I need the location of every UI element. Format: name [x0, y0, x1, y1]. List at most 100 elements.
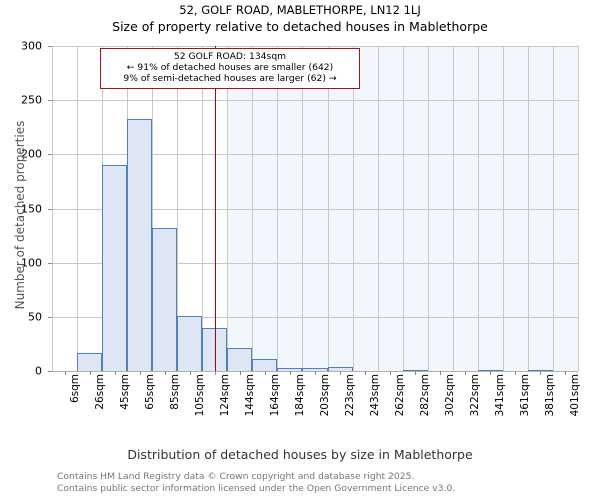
x-axis-tick [515, 371, 517, 375]
plot-area [52, 46, 579, 372]
y-axis-tick-label: 150 [21, 202, 42, 215]
y-axis-labels: 0 50 100 150 200 250 300 [0, 40, 46, 378]
gridline-vertical [252, 46, 254, 371]
gridline-vertical [352, 46, 354, 371]
y-axis-tick [48, 262, 52, 264]
gridline-vertical [202, 46, 204, 371]
x-axis-tick-label: 341sqm [494, 374, 507, 417]
x-axis-tick-label: 401sqm [569, 374, 582, 417]
x-axis-tick-label: 184sqm [293, 374, 306, 417]
x-axis-title: Distribution of detached houses by size … [127, 447, 473, 462]
gridline-vertical [502, 46, 504, 371]
gridline-vertical [227, 46, 229, 371]
y-axis-tick-label: 200 [21, 147, 42, 161]
histogram-bar [102, 165, 128, 371]
gridline-vertical [327, 46, 329, 371]
x-axis-tick [214, 371, 216, 375]
gridline-horizontal [52, 154, 578, 156]
annotation-line-2: ← 91% of detached houses are smaller (64… [126, 62, 334, 74]
x-axis-tick-label: 223sqm [344, 374, 357, 417]
x-axis-tick-label: 203sqm [319, 374, 331, 417]
x-axis-tick [340, 371, 342, 375]
gridline-vertical [177, 46, 179, 371]
gridline-horizontal [52, 100, 578, 102]
x-axis-tick [64, 371, 66, 375]
gridline-vertical [277, 46, 279, 371]
x-axis-tick-label: 85sqm [168, 374, 181, 410]
gridline-vertical [452, 46, 454, 371]
x-axis-tick-label: 322sqm [469, 374, 482, 417]
x-axis-tick [89, 371, 91, 375]
histogram-bar [302, 367, 328, 371]
page-title: 52, GOLF ROAD, MABLETHORPE, LN12 1LJ [179, 3, 421, 17]
x-axis-tick-label: 105sqm [193, 374, 206, 417]
footer-line-2: Contains public sector information licen… [57, 482, 456, 494]
attribution-footer: Contains HM Land Registry data © Crown c… [57, 471, 455, 494]
histogram-bar [77, 352, 103, 371]
x-axis-tick [114, 371, 116, 375]
x-axis-tick-label: 361sqm [519, 374, 532, 417]
x-axis-tick [264, 371, 266, 375]
x-axis-tick [490, 371, 492, 375]
y-axis-tick [48, 316, 52, 318]
x-axis-tick [415, 371, 417, 375]
x-axis-tick [164, 371, 166, 375]
y-axis-title: Number of detached properties [13, 120, 27, 310]
gridline-vertical [578, 46, 579, 371]
gridline-vertical [477, 46, 479, 371]
histogram-bar [327, 366, 353, 371]
x-axis-tick [365, 371, 367, 375]
footer-line-1: Contains HM Land Registry data © Crown c… [57, 471, 415, 482]
x-axis-tick [565, 371, 567, 375]
y-axis-tick [48, 371, 52, 372]
gridline-vertical [77, 46, 79, 371]
x-axis-tick-label: 144sqm [243, 374, 256, 417]
x-axis-tick [189, 371, 191, 375]
gridline-vertical [402, 46, 404, 371]
histogram-bar [152, 228, 178, 371]
x-axis-tick-label: 6sqm [68, 374, 81, 404]
gridline-vertical [552, 46, 554, 371]
gridline-horizontal [52, 262, 578, 264]
y-axis-tick [48, 154, 52, 156]
histogram-bar [402, 369, 428, 371]
y-axis-tick [48, 46, 52, 47]
x-axis-tick-label: 26sqm [93, 374, 106, 410]
chart-subtitle: Size of property relative to detached ho… [112, 19, 488, 34]
histogram-bar [527, 369, 553, 371]
histogram-bar [177, 315, 203, 371]
y-axis-tick-label: 300 [21, 39, 42, 53]
x-axis-tick-label: 243sqm [369, 374, 382, 417]
histogram-bar [227, 348, 253, 371]
x-axis-tick-label: 282sqm [419, 374, 432, 417]
y-axis-tick-label: 250 [21, 93, 42, 107]
gridline-vertical [427, 46, 429, 371]
gridline-vertical [377, 46, 379, 371]
gridline-vertical [302, 46, 304, 371]
gridline-vertical [152, 46, 154, 371]
x-axis-tick [440, 371, 442, 375]
x-axis-tick [315, 371, 316, 375]
x-axis-tick-label: 65sqm [143, 374, 156, 410]
x-axis-tick-label: 262sqm [394, 374, 407, 417]
y-axis-tick [48, 208, 52, 210]
y-axis-tick-label: 50 [28, 310, 42, 324]
x-axis-tick [239, 371, 241, 375]
annotation-line-3: 9% of semi-detached houses are larger (6… [123, 73, 337, 85]
x-axis-tick-label: 381sqm [544, 374, 557, 417]
x-axis-tick-label: 164sqm [268, 374, 281, 417]
x-axis-tick-label: 124sqm [218, 374, 231, 417]
gridline-horizontal [52, 208, 578, 210]
histogram-bar [277, 367, 303, 371]
x-axis-tick [465, 371, 467, 375]
y-axis-tick-label: 0 [35, 364, 42, 378]
gridline-vertical [527, 46, 529, 371]
gridline-vertical [52, 46, 53, 371]
gridline-horizontal [52, 46, 578, 47]
histogram-bar [127, 118, 153, 371]
histogram-bar [477, 369, 503, 371]
x-axis-tick [289, 371, 291, 375]
y-axis-tick-label: 100 [21, 256, 42, 270]
gridline-horizontal [52, 316, 578, 318]
